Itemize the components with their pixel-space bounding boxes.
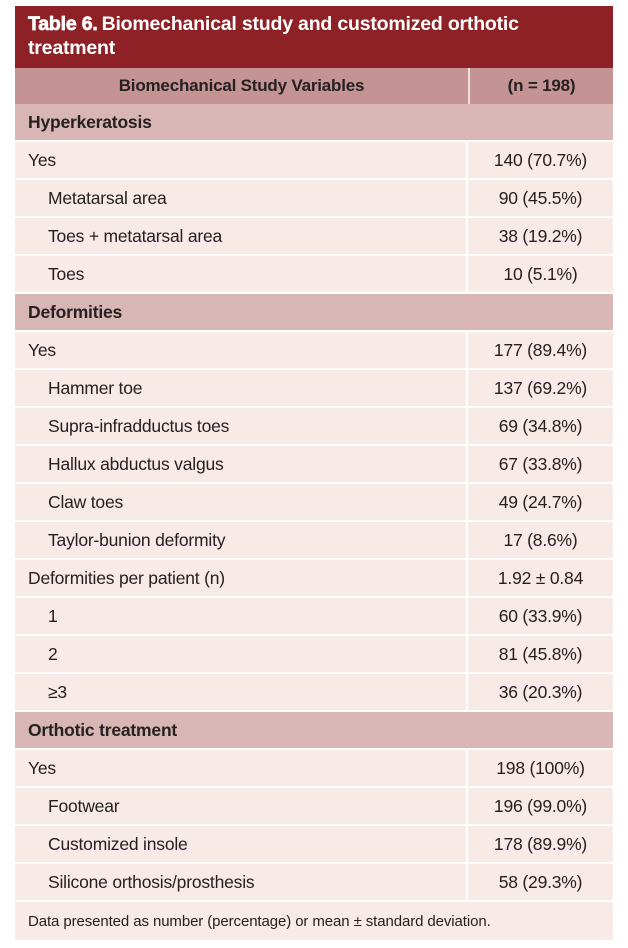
row-value: 90 (45.5%): [498, 187, 583, 208]
row-value: 81 (45.8%): [498, 643, 583, 664]
section-header: Orthotic treatment: [15, 712, 613, 748]
row-label: Toes: [15, 256, 468, 292]
row-label: Supra-infradductus toes: [15, 408, 468, 444]
row-label: ≥3: [15, 674, 468, 710]
table-row: Hallux abductus valgus 67 (33.8%): [15, 446, 613, 482]
table-title-label: Table 6.: [28, 13, 98, 36]
table-row: Taylor-bunion deformity 17 (8.6%): [15, 522, 613, 558]
table-row: Customized insole 178 (89.9%): [15, 826, 613, 862]
row-label: Metatarsal area: [15, 180, 468, 216]
table-row: Yes 140 (70.7%): [15, 142, 613, 178]
table-rows: Hyperkeratosis Yes 140 (70.7%) Metatarsal a…: [15, 104, 613, 900]
row-label: Customized insole: [15, 826, 468, 862]
row-value: 196 (99.0%): [493, 795, 588, 816]
row-value: 67 (33.8%): [498, 453, 583, 474]
row-value: 60 (33.9%): [498, 605, 583, 626]
row-value: 58 (29.3%): [498, 871, 583, 892]
row-label: Toes + metatarsal area: [15, 218, 468, 254]
table-row: Silicone orthosis/prosthesis 58 (29.3%): [15, 864, 613, 900]
row-value: 38 (19.2%): [498, 225, 583, 246]
table-row: Claw toes 49 (24.7%): [15, 484, 613, 520]
row-value: 198 (100%): [496, 757, 585, 778]
row-value: 36 (20.3%): [498, 681, 583, 702]
row-label: Taylor-bunion deformity: [15, 522, 468, 558]
row-label: 1: [15, 598, 468, 634]
row-label: Silicone orthosis/prosthesis: [15, 864, 468, 900]
row-value: 140 (70.7%): [493, 149, 588, 170]
row-label: Hallux abductus valgus: [15, 446, 468, 482]
row-value: 69 (34.8%): [498, 415, 583, 436]
row-label: 2: [15, 636, 468, 672]
table-row: Supra-infradductus toes 69 (34.8%): [15, 408, 613, 444]
table-row: Hammer toe 137 (69.2%): [15, 370, 613, 406]
table-row: Yes 198 (100%): [15, 750, 613, 786]
section-header: Deformities: [15, 294, 613, 330]
row-value: 49 (24.7%): [498, 491, 583, 512]
column-header-variables: Biomechanical Study Variables: [15, 68, 470, 104]
table-title-text: Biomechanical study and customized ortho…: [28, 13, 519, 59]
table-row: 2 81 (45.8%): [15, 636, 613, 672]
row-value: 137 (69.2%): [493, 377, 588, 398]
row-value: 10 (5.1%): [503, 263, 578, 284]
row-value: 177 (89.4%): [493, 339, 588, 360]
row-label: Claw toes: [15, 484, 468, 520]
table-row: Yes 177 (89.4%): [15, 332, 613, 368]
table-title: Table 6. Biomechanical study and customiz…: [15, 6, 613, 68]
table-footnote: Data presented as number (percentage) or…: [15, 902, 613, 940]
table-row: Deformities per patient (n) 1.92 ± 0.84: [15, 560, 613, 596]
table-6: Table 6. Biomechanical study and customiz…: [15, 6, 613, 940]
row-value: 17 (8.6%): [503, 529, 578, 550]
column-header-row: Biomechanical Study Variables (n = 198): [15, 68, 613, 104]
table-row: ≥3 36 (20.3%): [15, 674, 613, 710]
row-label: Hammer toe: [15, 370, 468, 406]
row-value: 178 (89.9%): [493, 833, 588, 854]
row-label: Yes: [15, 142, 468, 178]
table-row: 1 60 (33.9%): [15, 598, 613, 634]
row-label: Deformities per patient (n): [15, 560, 468, 596]
row-label: Footwear: [15, 788, 468, 824]
row-value: 1.92 ± 0.84: [497, 567, 584, 588]
table-row: Toes 10 (5.1%): [15, 256, 613, 292]
row-label: Yes: [15, 332, 468, 368]
column-header-n: (n = 198): [507, 76, 576, 95]
table-row: Footwear 196 (99.0%): [15, 788, 613, 824]
section-header: Hyperkeratosis: [15, 104, 613, 140]
row-label: Yes: [15, 750, 468, 786]
table-row: Metatarsal area 90 (45.5%): [15, 180, 613, 216]
table-row: Toes + metatarsal area 38 (19.2%): [15, 218, 613, 254]
